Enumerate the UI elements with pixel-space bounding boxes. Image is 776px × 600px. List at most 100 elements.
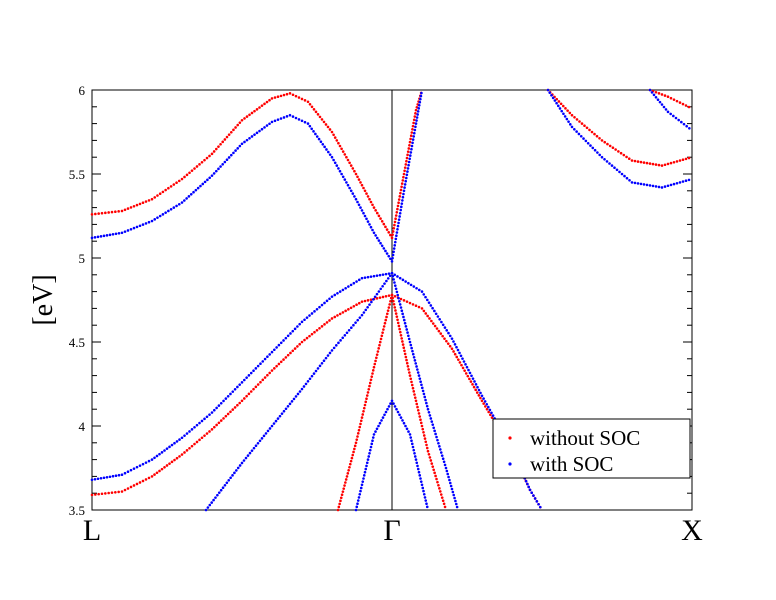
band-point [678, 181, 682, 184]
y-tick-label: 5 [79, 251, 86, 266]
band-point [185, 173, 189, 177]
band-point [378, 296, 382, 299]
band-point [138, 464, 142, 467]
band-point [347, 308, 350, 311]
band-point [416, 464, 419, 468]
band-point [420, 307, 424, 310]
band-point [399, 306, 403, 309]
band-point [392, 302, 396, 306]
band-point [216, 493, 219, 497]
band-point [357, 496, 361, 499]
band-point [414, 304, 418, 308]
band-point [586, 141, 590, 145]
band-point [675, 160, 679, 163]
band-point [610, 164, 614, 167]
band-point [397, 218, 401, 221]
band-point [141, 462, 145, 466]
band-point [366, 458, 370, 461]
band-point [434, 312, 438, 316]
band-point [414, 362, 418, 365]
band-point [464, 363, 467, 366]
band-point [664, 108, 668, 111]
band-point [469, 380, 473, 383]
band-point [342, 487, 346, 490]
band-point [408, 374, 412, 377]
band-point [163, 466, 166, 469]
band-point [254, 367, 258, 370]
band-point [344, 478, 348, 481]
band-point [393, 240, 397, 244]
band-point [368, 448, 372, 452]
band-point [336, 291, 339, 295]
band-point [168, 462, 171, 465]
band-point [240, 461, 244, 465]
band-point [393, 295, 397, 298]
band-point [328, 128, 332, 131]
band-point [393, 405, 397, 408]
band-point [158, 469, 161, 473]
band-point [384, 318, 388, 322]
band-point [405, 427, 409, 431]
band-point [297, 96, 301, 99]
band-point [377, 347, 381, 350]
band-point [374, 234, 377, 237]
band-point [219, 401, 223, 405]
band-point [440, 320, 443, 324]
band-point [153, 218, 157, 221]
band-point [684, 104, 688, 107]
band-point [224, 414, 228, 418]
band-point [441, 457, 445, 461]
band-point [317, 137, 321, 141]
band-point [286, 353, 290, 357]
band-point [407, 281, 410, 285]
band-point [371, 369, 375, 372]
band-point [266, 373, 269, 377]
band-point [147, 459, 151, 463]
band-point [608, 144, 612, 148]
band-point [355, 505, 359, 509]
band-point [238, 121, 242, 124]
band-point [316, 367, 320, 370]
band-point [356, 435, 359, 438]
band-point [452, 350, 455, 353]
band-point [203, 434, 206, 437]
band-point [415, 286, 418, 290]
band-point [416, 368, 419, 371]
band-point [426, 449, 430, 453]
band-point [379, 217, 382, 220]
band-point [238, 464, 242, 467]
band-point [195, 165, 199, 168]
band-point [575, 118, 579, 121]
band-point [238, 144, 242, 148]
band-point [200, 419, 204, 423]
band-point [198, 438, 201, 442]
band-point [412, 118, 416, 122]
band-point [284, 407, 288, 411]
band-point [150, 219, 154, 223]
band-point [306, 122, 310, 125]
band-point [463, 369, 466, 372]
band-point [279, 94, 283, 98]
band-point [405, 300, 409, 303]
band-point [405, 328, 409, 331]
band-point [408, 301, 412, 305]
band-point [431, 423, 435, 426]
band-point [362, 477, 365, 480]
band-point [323, 145, 326, 149]
band-point [196, 186, 200, 190]
band-point [351, 167, 355, 170]
band-point [325, 299, 329, 303]
band-point [255, 108, 259, 111]
band-point [682, 122, 686, 126]
band-point [180, 436, 184, 440]
band-point [387, 254, 391, 258]
band-point [203, 417, 206, 421]
band-point [183, 199, 186, 202]
band-point [243, 117, 246, 120]
band-point [183, 434, 186, 437]
band-point [259, 380, 262, 384]
band-point [268, 353, 271, 356]
band-point [348, 462, 352, 466]
band-point [223, 160, 227, 164]
band-point [537, 502, 540, 506]
